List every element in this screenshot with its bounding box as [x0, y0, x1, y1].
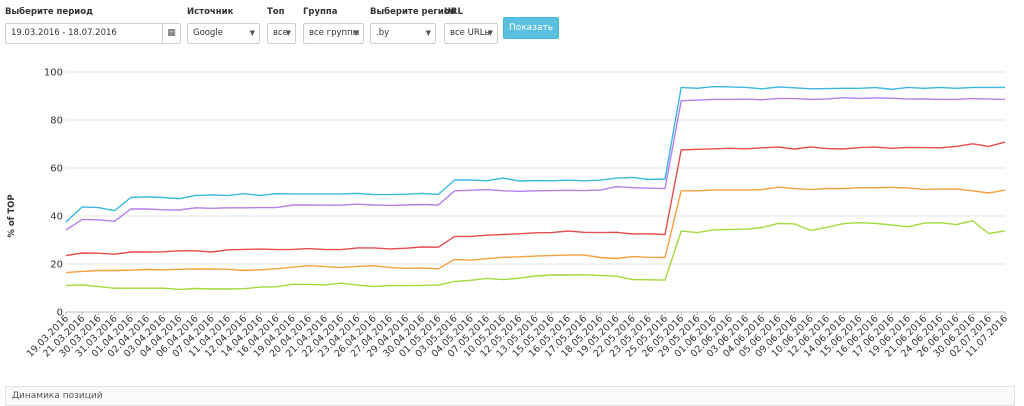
series-line-3 — [65, 141, 1006, 257]
url-filter: URL все URLы ▼ — [444, 6, 498, 44]
region-filter: Выберите регион .by ▼ — [370, 6, 456, 44]
y-tick-label: 0 — [57, 308, 63, 319]
period-filter: Выберите период 19.03.2016 - 18.07.2016 … — [5, 6, 181, 44]
series-line-5 — [65, 220, 1006, 291]
series-line-2 — [65, 97, 1006, 231]
y-tick-label: 80 — [50, 116, 63, 127]
show-button[interactable]: Показать — [503, 17, 559, 39]
period-label: Выберите период — [5, 7, 93, 17]
y-tick-label: 40 — [50, 212, 63, 223]
group-filter: Группа все группы ▼ — [303, 6, 364, 44]
url-value: все URLы — [450, 28, 492, 38]
period-input[interactable]: 19.03.2016 - 18.07.2016 ▦ — [5, 23, 181, 44]
y-tick-label: 60 — [50, 164, 63, 175]
group-value: все группы — [309, 28, 360, 38]
source-select[interactable]: Google ▼ — [187, 23, 260, 44]
x-axis-ticks: 19.03.201621.03.201630.03.201631.03.2016… — [25, 312, 1010, 360]
url-select[interactable]: все URLы ▼ — [444, 23, 498, 44]
top-value: все — [273, 28, 288, 38]
series-line-1 — [65, 85, 1005, 223]
caret-down-icon: ▼ — [425, 29, 431, 37]
line-chart: 0 20 40 60 80 100 % of TOP 19.03.201621.03.20… — [7, 68, 1010, 360]
caret-down-icon: ▼ — [353, 29, 359, 37]
y-tick-label: 100 — [44, 68, 63, 79]
series-line-4 — [65, 186, 1006, 274]
caret-down-icon: ▼ — [487, 29, 493, 37]
chart-grid — [66, 71, 1005, 313]
top-filter: Топ все ▼ — [267, 6, 296, 44]
caret-down-icon: ▼ — [249, 29, 255, 37]
source-value: Google — [193, 28, 223, 38]
region-select[interactable]: .by ▼ — [370, 23, 436, 44]
caret-down-icon: ▼ — [285, 29, 291, 37]
group-select[interactable]: все группы ▼ — [303, 23, 364, 44]
series-group — [65, 85, 1006, 291]
filter-bar: Выберите период 19.03.2016 - 18.07.2016 … — [0, 0, 1024, 48]
url-label: URL — [444, 7, 463, 17]
source-label: Источник — [187, 7, 234, 17]
region-value: .by — [376, 28, 390, 38]
calendar-icon[interactable]: ▦ — [162, 24, 180, 43]
y-axis-ticks: 0 20 40 60 80 100 — [44, 68, 63, 319]
group-label: Группа — [303, 7, 338, 17]
period-value: 19.03.2016 - 18.07.2016 — [11, 28, 117, 38]
top-select[interactable]: все ▼ — [267, 23, 296, 44]
positions-panel: Динамика позиций — [5, 386, 1015, 406]
region-label: Выберите регион — [370, 7, 456, 17]
y-axis-label: % of TOP — [7, 194, 17, 237]
top-label: Топ — [267, 7, 285, 17]
y-tick-label: 20 — [50, 260, 63, 271]
positions-panel-title: Динамика позиций — [12, 391, 103, 401]
source-filter: Источник Google ▼ — [187, 6, 260, 44]
